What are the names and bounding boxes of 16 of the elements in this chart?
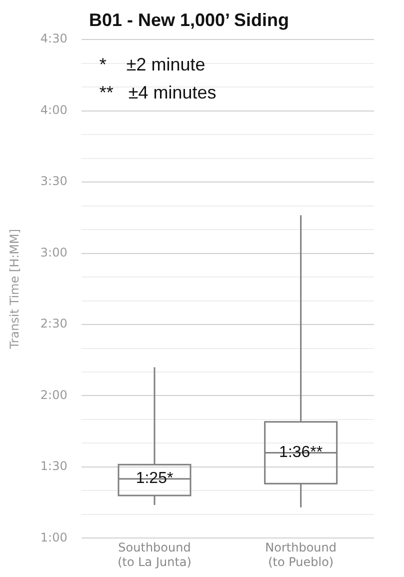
y-tick-label: 2:30 [40,316,68,331]
y-axis-title: Transit Time [H:MM] [7,228,22,350]
text: 1:36** [279,444,323,462]
text: 1:25* [136,470,174,488]
y-tick-label: 3:30 [40,174,68,188]
x-tick-label: Northbound (to Pueblo) [265,540,337,569]
y-tick-label: 4:00 [40,102,68,117]
y-tick-label: 4:30 [40,32,68,46]
chart-title: B01 - New 1,000’ Siding [88,10,290,30]
y-tick-label: 1:30 [40,459,68,474]
y-tick-label: 1:00 [40,530,68,544]
annotation: ** ±4 minutes [99,82,216,103]
y-tick-label: 2:00 [40,388,68,402]
y-tick-label: 3:00 [40,245,68,260]
annotation: * ±2 minute [99,54,206,75]
x-tick-label: Southbound (to La Junta) [118,540,192,569]
